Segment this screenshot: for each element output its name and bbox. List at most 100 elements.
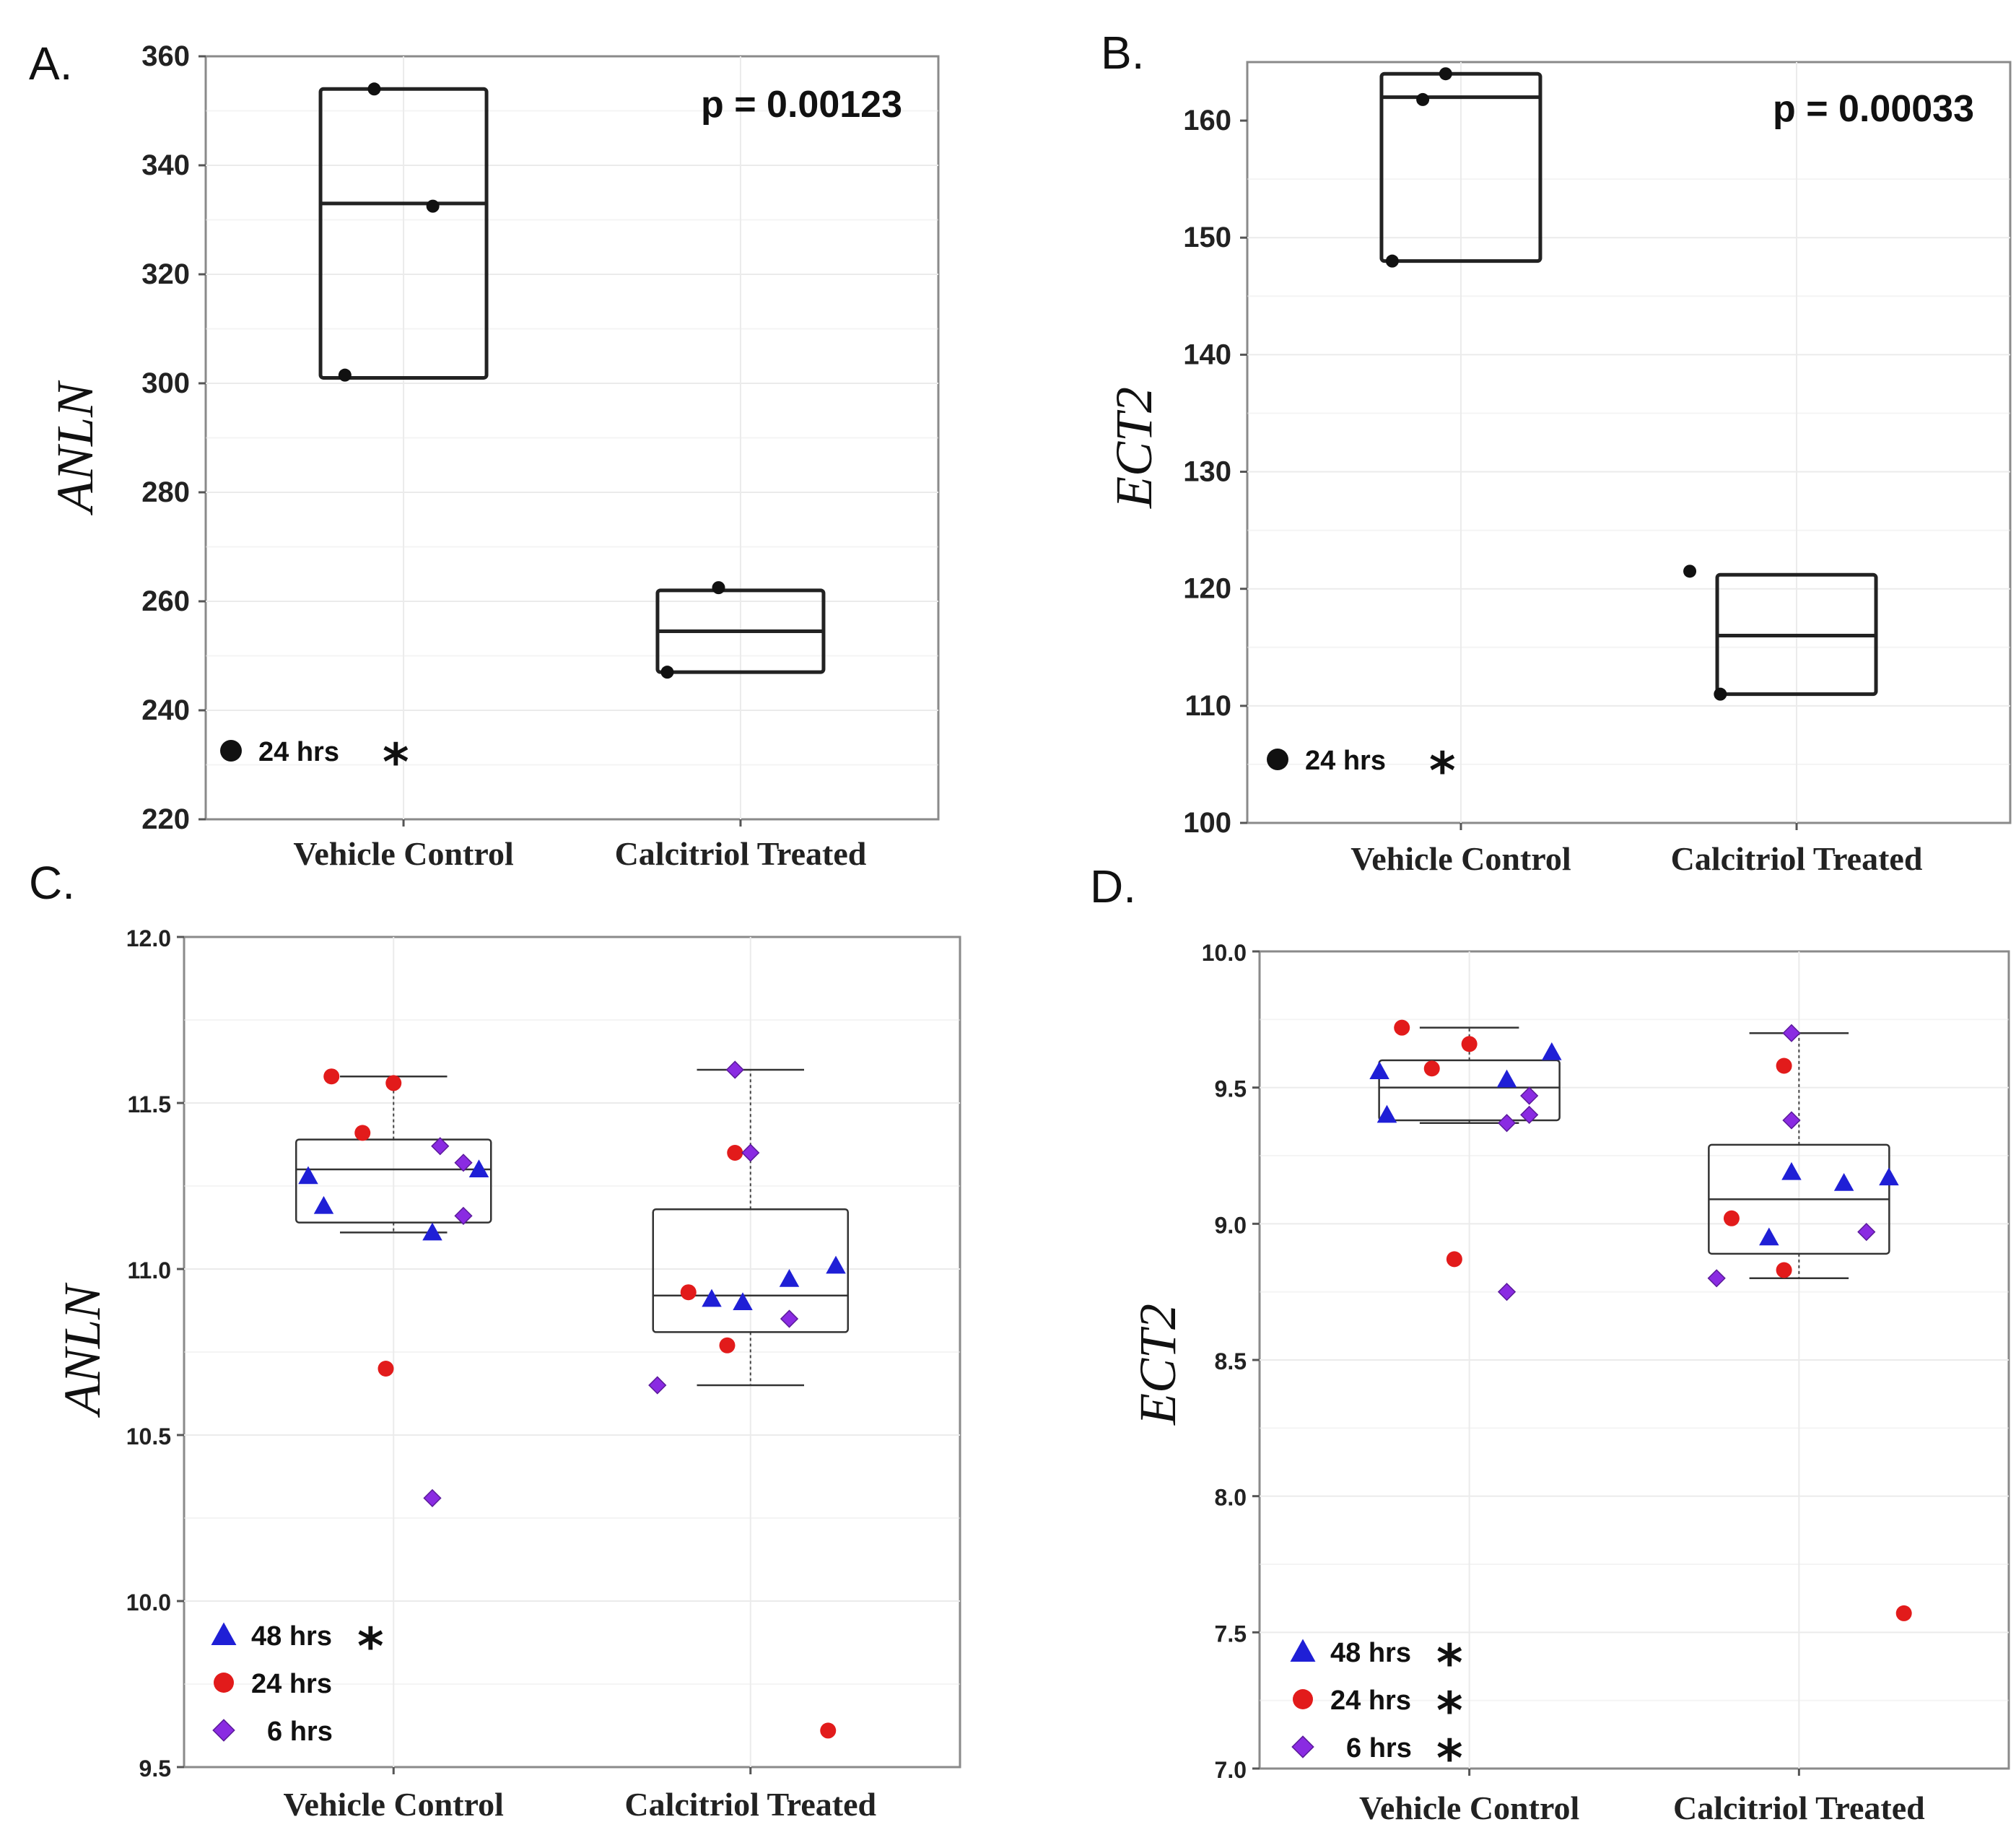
series-24-hrs xyxy=(323,1068,837,1739)
data-point-circle xyxy=(1439,67,1452,81)
data-point-circle xyxy=(719,1337,736,1353)
data-point-triangle xyxy=(733,1292,753,1310)
data-point-triangle xyxy=(313,1195,334,1214)
x-tick-label: Vehicle Control xyxy=(1350,840,1571,877)
box-group xyxy=(655,588,826,674)
data-point-triangle xyxy=(1376,1104,1397,1123)
y-tick-label: 10.0 xyxy=(126,1590,171,1616)
data-point-diamond xyxy=(431,1137,450,1156)
y-tick-label: 320 xyxy=(141,258,190,290)
legend-label: 6 hrs xyxy=(267,1717,333,1747)
legend-label: 24 hrs xyxy=(1330,1686,1411,1716)
data-point-diamond xyxy=(1520,1105,1539,1125)
y-tick-label: 280 xyxy=(141,476,190,508)
data-point-diamond xyxy=(648,1376,667,1395)
data-point-triangle xyxy=(1879,1167,1899,1186)
panel-c: C. 9.5 10.0 10.5 11.0 11.5 12.0 ANLN Vehicle Con… xyxy=(29,857,961,1823)
legend-item: 48 hrs * xyxy=(1290,1634,1463,1693)
legend: 48 hrs * 24 hrs * 6 hrs * xyxy=(1290,1634,1463,1788)
y-tick-label: 8.5 xyxy=(1215,1348,1247,1374)
data-point-diamond xyxy=(780,1309,799,1328)
series-24-hrs xyxy=(1394,1019,1912,1621)
y-tick-label: 11.5 xyxy=(127,1091,171,1117)
legend-item: 24 hrs * xyxy=(1267,741,1456,801)
y-tick-label: 100 xyxy=(1183,807,1231,839)
panel-a: A. 220 240 260 280 300 320 340 360 ANLN Vehicle Co… xyxy=(29,38,940,872)
data-point-triangle xyxy=(826,1255,846,1274)
legend-label: 48 hrs xyxy=(1330,1638,1411,1668)
data-point-circle xyxy=(820,1722,837,1739)
data-point-circle xyxy=(378,1361,394,1377)
data-point-circle xyxy=(1394,1019,1410,1036)
plot-area xyxy=(1246,61,2012,824)
panel-label-b: B. xyxy=(1101,27,1144,79)
x-tick-label: Calcitriol Treated xyxy=(624,1786,876,1823)
legend: 24 hrs * xyxy=(220,733,409,792)
y-tick-label: 130 xyxy=(1183,456,1231,488)
legend-diamond-icon xyxy=(212,1719,235,1742)
data-point-circle xyxy=(1461,1036,1478,1052)
box-group xyxy=(1715,572,1878,697)
y-axis-title: ANLN xyxy=(46,380,104,515)
significance-star: * xyxy=(1436,1634,1463,1693)
legend-item: 24 hrs * xyxy=(220,733,409,792)
data-point-triangle xyxy=(779,1269,800,1287)
y-axis-title: ECT2 xyxy=(1129,1304,1187,1426)
series-6-hrs xyxy=(1497,1024,1876,1301)
y-tick-label: 150 xyxy=(1183,222,1231,253)
series-48-hrs xyxy=(1369,1042,1899,1246)
data-point-circle xyxy=(338,368,352,382)
x-tick-label: Vehicle Control xyxy=(1359,1789,1579,1826)
legend: 24 hrs * xyxy=(1267,741,1456,801)
y-tick-label: 220 xyxy=(141,803,190,835)
data-point-circle xyxy=(354,1125,371,1141)
series-6-hrs xyxy=(423,1060,799,1508)
data-point-diamond xyxy=(1782,1111,1801,1130)
data-point-triangle xyxy=(422,1222,442,1241)
y-tick-label: 9.5 xyxy=(1215,1076,1247,1102)
data-point-triangle xyxy=(702,1289,722,1307)
data-point-diamond xyxy=(741,1143,760,1162)
box-iqr xyxy=(652,1208,849,1333)
x-tick-label: Calcitriol Treated xyxy=(1671,840,1923,877)
series-24-hrs xyxy=(1385,67,1727,701)
series-48-hrs xyxy=(298,1159,846,1310)
data-point-circle xyxy=(1423,1060,1440,1077)
data-point-diamond xyxy=(1857,1223,1876,1242)
data-point-triangle xyxy=(1781,1161,1802,1180)
y-axis-title: ECT2 xyxy=(1105,387,1163,509)
data-point-diamond xyxy=(725,1060,744,1079)
data-point-circle xyxy=(1385,254,1399,268)
significance-star: * xyxy=(1436,1681,1463,1740)
y-tick-label: 12.0 xyxy=(126,925,171,951)
panel-label-a: A. xyxy=(29,38,72,90)
box-iqr xyxy=(1378,1059,1561,1122)
data-point-triangle xyxy=(1369,1061,1389,1080)
box-group xyxy=(652,1068,849,1387)
data-point-triangle xyxy=(1833,1172,1854,1191)
significance-star: * xyxy=(357,1617,384,1676)
data-point-circle xyxy=(727,1145,743,1161)
legend-circle-icon xyxy=(1267,749,1288,770)
legend-item: 6 hrs xyxy=(212,1717,333,1747)
data-point-diamond xyxy=(1497,1283,1517,1301)
y-tick-label: 240 xyxy=(141,694,190,726)
legend-triangle-icon xyxy=(211,1622,237,1645)
x-tick-label: Vehicle Control xyxy=(284,1786,504,1823)
data-point-circle xyxy=(1776,1262,1792,1278)
x-tick-label: Vehicle Control xyxy=(293,835,513,872)
data-point-circle xyxy=(1895,1605,1912,1621)
data-point-diamond xyxy=(423,1488,442,1508)
p-value: p = 0.00123 xyxy=(701,84,902,126)
legend-item: 6 hrs * xyxy=(1291,1729,1463,1788)
y-axis-title: ANLN xyxy=(53,1282,111,1418)
legend-item: 24 hrs * xyxy=(1293,1681,1463,1740)
box-group xyxy=(318,87,489,380)
y-tick-label: 7.5 xyxy=(1215,1621,1247,1647)
y-tick-label: 110 xyxy=(1184,690,1231,722)
data-point-circle xyxy=(1683,564,1697,578)
data-point-triangle xyxy=(1542,1042,1562,1060)
box-iqr xyxy=(318,87,489,380)
x-tick-label: Calcitriol Treated xyxy=(615,835,867,872)
y-tick-label: 360 xyxy=(141,40,190,72)
